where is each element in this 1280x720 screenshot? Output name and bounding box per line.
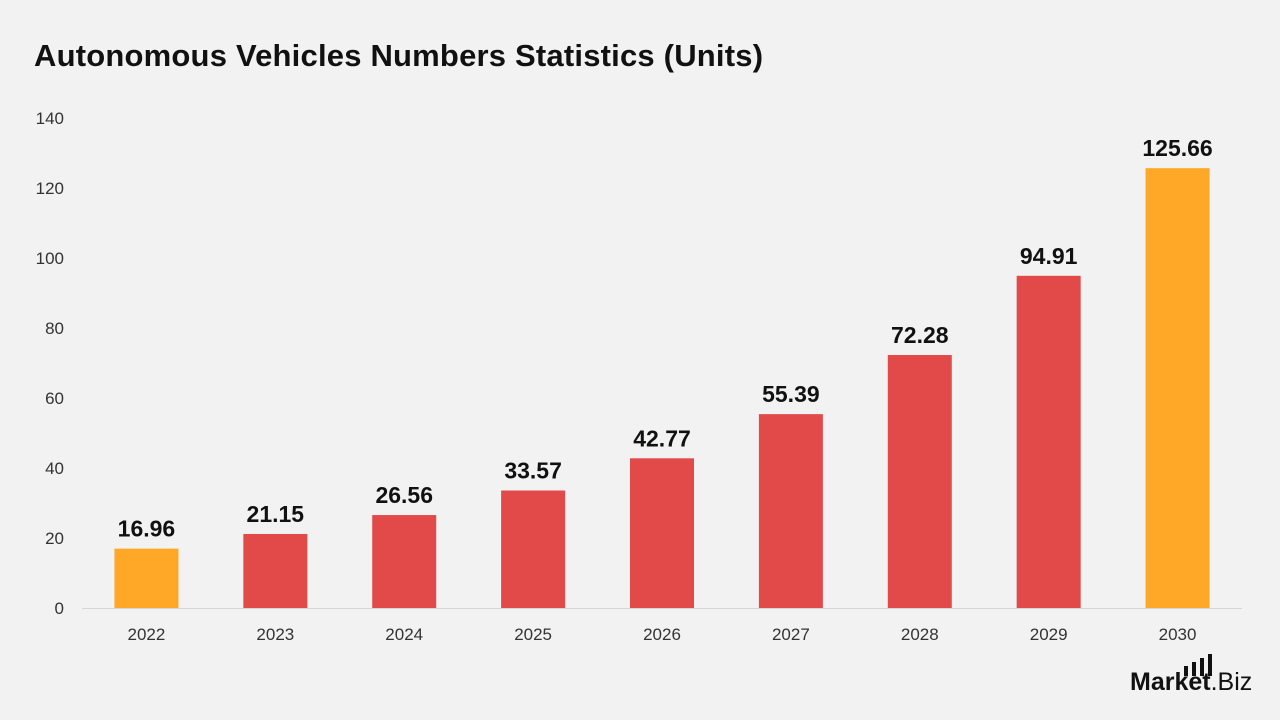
- x-tick-label: 2025: [514, 625, 552, 644]
- bar-2027: [758, 414, 823, 608]
- data-label: 26.56: [375, 482, 433, 508]
- data-label: 125.66: [1142, 135, 1212, 161]
- bar-2028: [887, 355, 952, 608]
- bar-2023: [243, 533, 308, 608]
- y-tick-label: 0: [55, 599, 64, 618]
- y-tick-label: 20: [45, 529, 64, 548]
- data-label: 42.77: [633, 425, 691, 451]
- bar-2025: [501, 490, 566, 608]
- x-tick-label: 2026: [643, 625, 681, 644]
- bar-signal-icon: [1184, 654, 1212, 676]
- y-tick-label: 60: [45, 389, 64, 408]
- logo-text-regular: .Biz: [1210, 668, 1253, 696]
- x-tick-label: 2022: [128, 625, 166, 644]
- bar-2030: [1145, 168, 1210, 608]
- x-tick-label: 2028: [901, 625, 939, 644]
- x-tick-label: 2029: [1030, 625, 1068, 644]
- data-label: 21.15: [247, 501, 305, 527]
- x-tick-label: 2023: [256, 625, 294, 644]
- y-tick-label: 40: [45, 459, 64, 478]
- bar-2029: [1016, 275, 1081, 608]
- chart-title: Autonomous Vehicles Numbers Statistics (…: [34, 38, 764, 73]
- logo-text-bold: Market: [1130, 668, 1211, 696]
- bar-2026: [630, 458, 694, 608]
- y-tick-label: 100: [36, 249, 64, 268]
- y-tick-label: 80: [45, 319, 64, 338]
- bar-2024: [372, 515, 437, 608]
- y-tick-label: 140: [36, 109, 64, 128]
- x-tick-label: 2030: [1159, 625, 1197, 644]
- marketbiz-logo: Market.Biz: [1130, 654, 1253, 697]
- data-label: 33.57: [504, 458, 562, 484]
- x-tick-label: 2024: [385, 625, 423, 644]
- data-label: 72.28: [891, 322, 949, 348]
- data-label: 55.39: [762, 381, 820, 407]
- x-tick-label: 2027: [772, 625, 810, 644]
- bar-2022: [114, 548, 179, 608]
- data-label: 16.96: [118, 516, 176, 542]
- data-label: 94.91: [1020, 243, 1078, 269]
- y-tick-label: 120: [36, 179, 64, 198]
